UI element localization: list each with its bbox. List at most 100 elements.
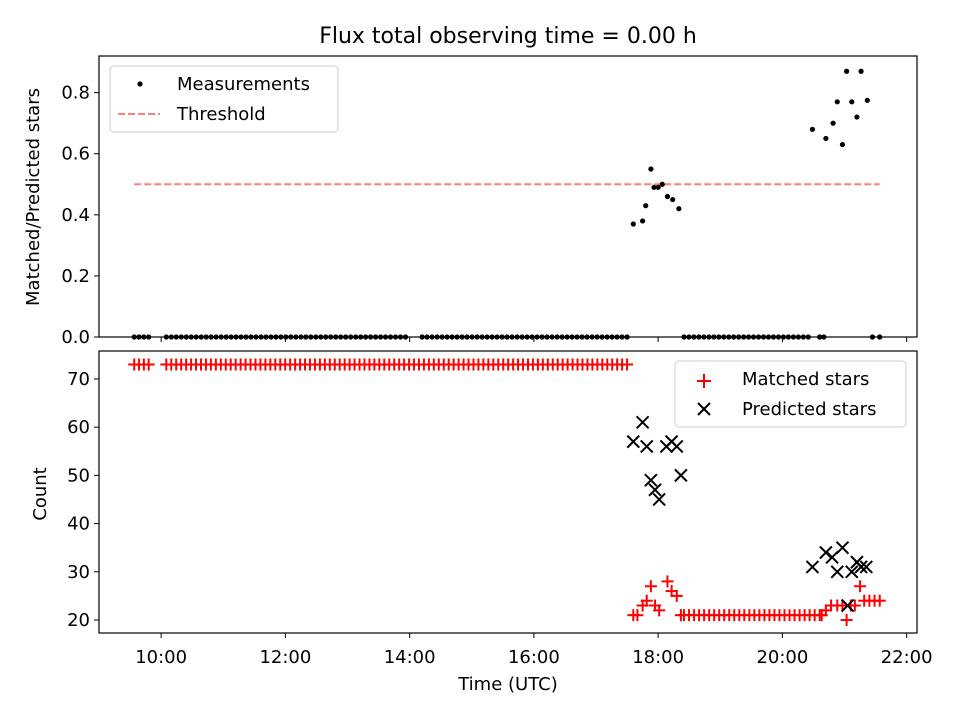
measurement-point	[648, 166, 654, 172]
predicted-star-point-b	[626, 434, 640, 449]
bottom-legend-box	[674, 360, 907, 428]
ratio-panel: 0.00.20.40.60.8 Matched/Predicted stars …	[23, 55, 918, 348]
legend-measurements-marker	[137, 81, 143, 87]
matched-star-point	[644, 580, 657, 593]
predicted-star-point	[648, 483, 662, 497]
measurement-point	[809, 126, 816, 132]
predicted-star-point	[805, 560, 820, 574]
x-axis-label: Time (UTC)	[457, 674, 558, 695]
chart-title: Flux total observing time = 0.00 h	[319, 24, 697, 49]
predicted-stars-series	[626, 415, 873, 613]
predicted-star-point	[830, 565, 844, 579]
matched-stars-series	[128, 358, 886, 626]
x-tick-label: 14:00	[384, 647, 436, 668]
count-panel: 10:00 12:00 14:00 16:00 18:00 20:00 22:00 20 30 4…	[30, 350, 933, 695]
predicted-star-point	[835, 540, 850, 555]
measurement-point	[664, 193, 671, 200]
predicted-star-point-b	[835, 540, 850, 555]
measurement-point	[651, 184, 657, 190]
legend-matched-label: Matched stars	[742, 369, 869, 390]
predicted-star-point-b	[805, 560, 820, 574]
x-tick-label: 12:00	[259, 647, 311, 668]
measurement-point	[849, 99, 855, 105]
x-tick-label: 20:00	[756, 647, 808, 668]
measurement-point	[843, 68, 850, 74]
bottom-y-tick-label: 60	[67, 417, 90, 438]
measurement-point	[830, 120, 836, 126]
matched-star-point	[621, 358, 634, 371]
top-axis-ticks: 0.0 0.2 0.4 0.6 0.8	[61, 83, 908, 348]
top-y-tick-label: 0.4	[61, 205, 90, 226]
predicted-star-point-b	[854, 560, 868, 574]
predicted-star-point	[845, 565, 859, 579]
matched-star-point	[142, 358, 155, 371]
predicted-star-point	[640, 439, 654, 454]
predicted-star-point	[644, 473, 658, 487]
top-y-tick-label: 0.0	[61, 327, 90, 348]
legend-predicted-label: Predicted stars	[742, 399, 876, 420]
measurement-point	[858, 68, 864, 74]
predicted-star-point-b	[830, 565, 844, 579]
bottom-axis-ticks: 10:00 12:00 14:00 16:00 18:00 20:00 22:00 20 30 4…	[67, 369, 932, 668]
top-y-tick-label: 0.6	[61, 144, 90, 165]
predicted-star-point-b	[652, 492, 666, 507]
x-tick-label: 22:00	[881, 647, 933, 668]
bottom-y-tick-label: 50	[67, 465, 90, 486]
measurement-point	[655, 184, 661, 190]
predicted-star-point	[859, 560, 873, 574]
predicted-star-point-b	[648, 483, 662, 497]
bottom-y-tick-label: 70	[67, 369, 90, 390]
predicted-star-point	[854, 560, 868, 574]
predicted-star-point-b	[674, 468, 688, 483]
measurement-point	[864, 97, 870, 103]
legend-matched-marker	[697, 374, 711, 388]
measurement-point	[823, 135, 829, 142]
measurement-point	[676, 206, 682, 212]
matched-star-point	[674, 609, 687, 622]
legend-predicted-marker	[697, 402, 711, 416]
matched-star-point	[661, 575, 674, 588]
matched-star-point	[653, 604, 666, 617]
x-tick-label: 16:00	[508, 647, 560, 668]
matched-star-point	[848, 599, 861, 612]
predicted-star-point	[626, 434, 640, 449]
predicted-star-point	[674, 468, 688, 483]
x-tick-label: 10:00	[135, 647, 187, 668]
predicted-star-point	[652, 492, 666, 507]
bottom-y-tick-label: 20	[67, 610, 90, 631]
top-y-tick-label: 0.2	[61, 266, 90, 287]
predicted-star-point-b	[635, 415, 650, 430]
legend-measurements-label: Measurements	[177, 74, 310, 95]
matched-star-point	[854, 580, 867, 593]
measurement-point	[643, 203, 649, 209]
bottom-y-tick-label: 30	[67, 562, 90, 583]
top-legend: Measurements Threshold	[109, 65, 339, 133]
matched-star-point	[670, 589, 683, 602]
predicted-star-point-b	[845, 565, 859, 579]
predicted-star-point-b	[640, 439, 654, 454]
measurement-point	[630, 221, 636, 227]
matched-star-point	[840, 613, 853, 626]
measurement-point	[659, 181, 665, 187]
predicted-star-point	[840, 598, 855, 613]
predicted-star-point	[670, 439, 684, 454]
predicted-star-point	[635, 415, 650, 430]
bottom-plot-frame	[98, 350, 918, 634]
measurement-point	[670, 196, 676, 203]
top-legend-box	[109, 65, 339, 133]
measurement-point	[834, 99, 840, 105]
measurement-point	[839, 141, 846, 148]
top-y-axis-label: Matched/Predicted stars	[23, 88, 44, 306]
measurement-point	[640, 218, 646, 224]
predicted-star-point-b	[840, 598, 855, 613]
x-tick-label: 18:00	[632, 647, 684, 668]
matched-star-point	[640, 594, 653, 607]
bottom-y-axis-label: Count	[30, 467, 51, 520]
legend-threshold-label: Threshold	[176, 104, 266, 125]
matched-star-point	[631, 609, 644, 622]
bottom-legend: Matched stars Predicted stars	[674, 360, 907, 428]
bottom-y-tick-label: 40	[67, 514, 90, 535]
predicted-star-point-b	[859, 560, 873, 574]
predicted-star-point-b	[644, 473, 658, 487]
